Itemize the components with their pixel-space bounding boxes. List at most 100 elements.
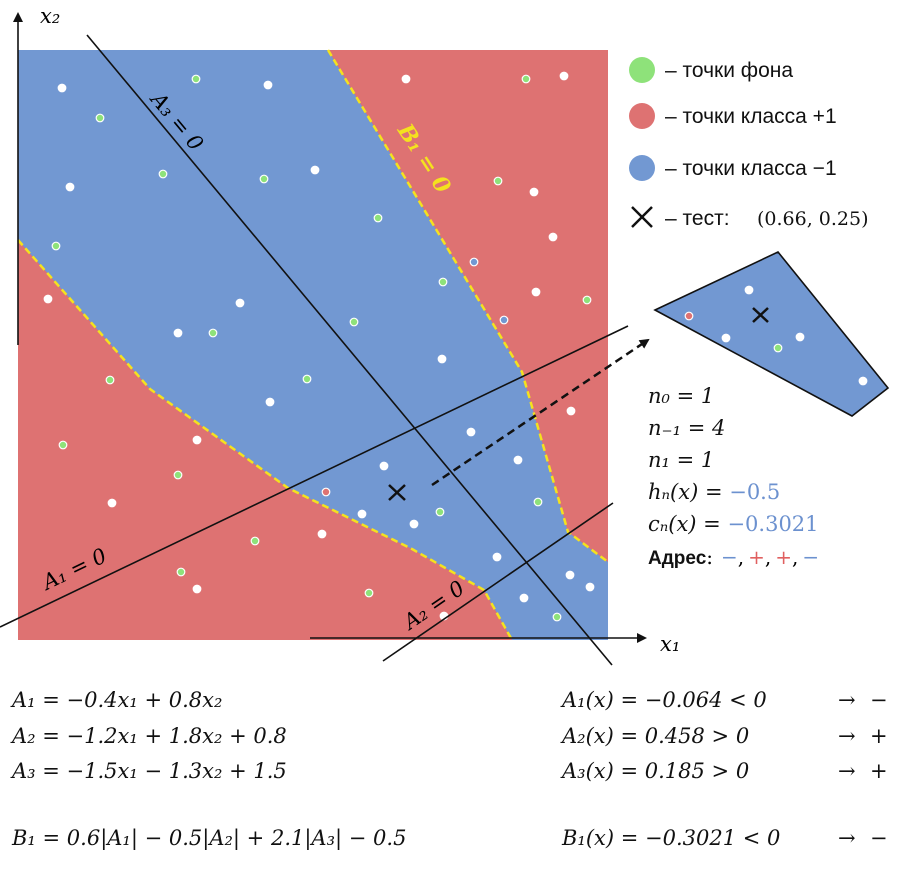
sample-point	[469, 257, 479, 267]
zoom-sample-point	[795, 332, 805, 342]
legend-label-test: – тест:	[665, 207, 730, 230]
sample-point	[65, 182, 75, 192]
sample-point	[559, 71, 569, 81]
sample-point	[499, 315, 509, 325]
stat-c-value: −0.3021	[727, 512, 818, 536]
eval-b1-sign: −	[870, 826, 888, 850]
zoom-cell	[653, 251, 890, 417]
sample-point	[51, 241, 61, 251]
sample-point	[235, 298, 245, 308]
sample-point	[409, 519, 419, 529]
address-sign-2: +	[748, 545, 765, 569]
sample-point	[58, 440, 68, 450]
legend-test-value: (0.66, 0.25)	[757, 208, 869, 230]
sample-point	[192, 584, 202, 594]
address-sign-3: +	[775, 545, 792, 569]
sample-point	[548, 232, 558, 242]
legend-cross-icon	[631, 206, 653, 228]
stat-h-label: hₙ(x) =	[648, 480, 729, 504]
legend-label-class-minus: – точки класса −1	[665, 157, 837, 180]
eval-a3: A₃(x) = 0.185 > 0	[560, 759, 749, 783]
sample-point	[265, 397, 275, 407]
eval-a2: A₂(x) = 0.458 > 0	[560, 724, 749, 748]
sample-point	[585, 582, 595, 592]
formula-a2: A₂ = −1.2x₁ + 1.8x₂ + 0.8	[10, 724, 287, 748]
b1-boundary	[326, 49, 609, 563]
legend-blue-dot-icon	[629, 155, 655, 181]
sample-point	[259, 174, 269, 184]
sample-point	[533, 497, 543, 507]
sample-point	[552, 612, 562, 622]
sample-point	[317, 529, 327, 539]
stat-n-minus1: n₋₁ = 4	[648, 416, 725, 440]
sample-point	[379, 461, 389, 471]
formula-a1: A₁ = −0.4x₁ + 0.8x₂	[10, 688, 222, 712]
legend-label-class-plus: – точки класса +1	[665, 105, 837, 128]
a3-line	[86, 34, 613, 666]
sample-point	[250, 536, 260, 546]
sample-point	[302, 374, 312, 384]
stat-c-label: cₙ(x) =	[648, 512, 727, 536]
zoom-points	[684, 285, 868, 386]
sample-point	[493, 176, 503, 186]
formulas-left: A₁ = −0.4x₁ + 0.8x₂ A₂ = −1.2x₁ + 1.8x₂ …	[10, 688, 406, 851]
sample-point	[582, 295, 592, 305]
legend: – точки фона – точки класса +1 – точки к…	[629, 57, 869, 230]
sample-point	[57, 83, 67, 93]
eval-a3-sign: +	[870, 759, 888, 783]
sample-point	[435, 507, 445, 517]
sample-point	[566, 406, 576, 416]
eval-a3-arrow: →	[838, 759, 856, 783]
sample-point	[321, 487, 331, 497]
sample-point	[529, 187, 539, 197]
test-point-cross	[388, 484, 406, 501]
stat-n1: n₁ = 1	[648, 448, 714, 472]
address-sign-4: −	[802, 545, 819, 569]
sample-point	[492, 552, 502, 562]
sample-point	[349, 317, 359, 327]
sample-point	[95, 113, 105, 123]
stat-c: cₙ(x) = −0.3021	[648, 512, 819, 536]
eval-b1-arrow: →	[838, 826, 856, 850]
a1-line	[0, 325, 629, 628]
formula-b1: B₁ = 0.6|A₁| − 0.5|A₂| + 2.1|A₃| − 0.5	[11, 826, 406, 851]
sample-point	[513, 455, 523, 465]
x2-axis-label: x₂	[40, 4, 60, 28]
stat-n0: n₀ = 1	[648, 384, 714, 408]
stat-address: Адрес: −, +, +, −	[648, 545, 819, 569]
formulas-right: A₁(x) = −0.064 < 0 → − A₂(x) = 0.458 > 0…	[560, 688, 888, 850]
address-label: Адрес	[648, 548, 707, 569]
eval-a2-sign: +	[870, 724, 888, 748]
sample-point	[438, 277, 448, 287]
sample-point	[176, 567, 186, 577]
sample-point	[107, 498, 117, 508]
legend-green-dot-icon	[629, 57, 655, 83]
sample-point	[373, 213, 383, 223]
eval-a1: A₁(x) = −0.064 < 0	[560, 688, 767, 712]
zoom-sample-point	[773, 343, 783, 353]
sample-point	[519, 593, 529, 603]
sample-point	[401, 74, 411, 84]
sample-point	[43, 294, 53, 304]
sample-point	[466, 427, 476, 437]
formula-a3: A₃ = −1.5x₁ − 1.3x₂ + 1.5	[10, 759, 287, 783]
zoom-cross-icon	[752, 307, 769, 323]
legend-red-dot-icon	[629, 103, 655, 129]
sample-point	[105, 375, 115, 385]
sample-point	[521, 74, 531, 84]
stats-block: n₀ = 1 n₋₁ = 4 n₁ = 1 hₙ(x) = −0.5 cₙ(x)…	[648, 384, 819, 569]
zoom-arrow	[431, 338, 650, 487]
eval-a1-sign: −	[870, 688, 888, 712]
sample-point	[364, 588, 374, 598]
zoom-sample-point	[858, 376, 868, 386]
sample-point	[191, 74, 201, 84]
sample-point	[437, 354, 447, 364]
address-colon: :	[706, 545, 713, 569]
legend-label-background: – точки фона	[665, 59, 793, 82]
zoom-sample-point	[721, 333, 731, 343]
sample-point	[208, 328, 218, 338]
points-layer	[43, 71, 595, 622]
address-sign-1: −	[721, 545, 738, 569]
sample-point	[263, 80, 273, 90]
